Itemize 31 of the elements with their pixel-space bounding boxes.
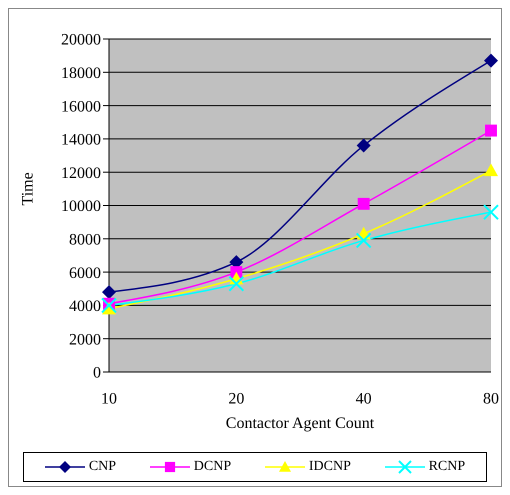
x-tick-label: 10 — [101, 390, 117, 408]
point — [356, 232, 372, 248]
y-tick-label: 8000 — [69, 231, 101, 248]
y-tick-label: 6000 — [69, 264, 101, 282]
x-tick-label: 20 — [228, 390, 244, 408]
y-tick-label: 10000 — [61, 198, 101, 216]
y-tick-label: 18000 — [61, 64, 101, 82]
point — [484, 54, 498, 68]
y-tick-label: 20000 — [61, 32, 101, 49]
legend-label: CNP — [88, 459, 116, 475]
point — [358, 198, 370, 210]
legend-label: RCNP — [428, 459, 466, 475]
y-tick-label: 16000 — [61, 98, 101, 116]
y-tick-label: 0 — [93, 364, 101, 382]
point — [483, 204, 499, 220]
y-tick-label: 14000 — [61, 132, 101, 149]
x-tick-label: 40 — [356, 390, 372, 408]
point — [484, 164, 498, 176]
legend-label: IDCNP — [308, 459, 351, 475]
point — [485, 124, 497, 137]
point — [102, 285, 116, 300]
legend-label: DCNP — [192, 459, 232, 475]
y-tick-label: 12000 — [61, 164, 101, 182]
y-axis-title: Time — [20, 172, 37, 206]
y-tick-label: 2000 — [69, 331, 101, 348]
point — [228, 276, 244, 292]
point — [356, 138, 371, 153]
y-tick-label: 4000 — [69, 298, 101, 316]
x-axis-title: Contactor Agent Count — [226, 415, 375, 432]
x-tick-label: 80 — [483, 390, 499, 408]
point — [101, 297, 117, 314]
